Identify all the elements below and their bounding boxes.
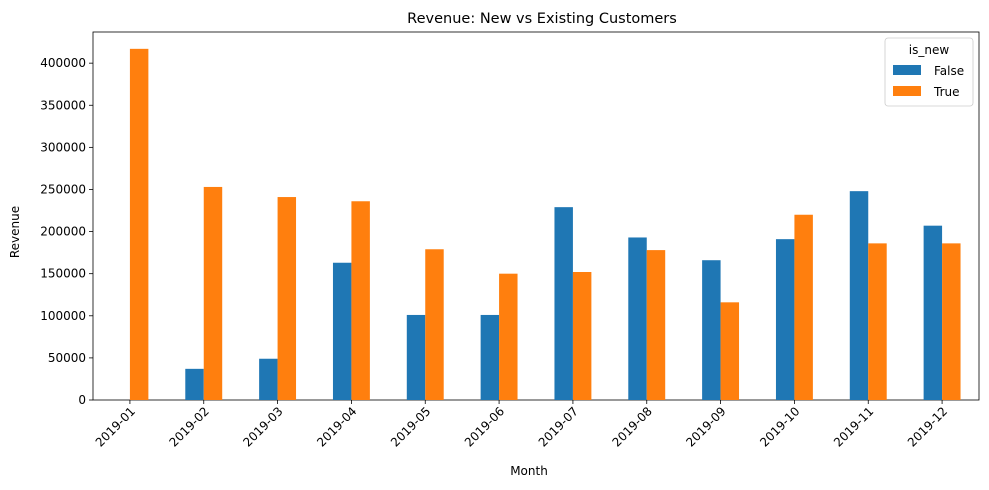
bar-true-2019-07 xyxy=(572,272,592,400)
x-axis-label: Month xyxy=(510,464,548,478)
bar-false-2019-12 xyxy=(923,225,943,400)
x-tick-label: 2019-08 xyxy=(610,404,655,449)
bar-true-2019-05 xyxy=(425,249,444,400)
y-tick-label: 400000 xyxy=(40,56,86,70)
bar-false-2019-10 xyxy=(775,239,795,400)
y-tick-label: 0 xyxy=(78,393,86,407)
legend-label-true: True xyxy=(933,85,960,99)
y-tick-label: 150000 xyxy=(40,267,86,281)
bar-false-2019-06 xyxy=(480,314,500,400)
bar-false-2019-11 xyxy=(849,191,869,400)
bar-true-2019-01 xyxy=(129,48,149,401)
bar-false-2019-09 xyxy=(702,260,721,400)
plot-area xyxy=(92,31,980,401)
bar-true-2019-04 xyxy=(351,201,370,400)
bar-false-2019-02 xyxy=(185,368,204,400)
x-tick-label: 2019-03 xyxy=(240,404,285,449)
x-axis: 2019-01 2019-02 2019-03 2019-04 2019-05 2019-… xyxy=(93,400,950,450)
chart-title: Revenue: New vs Existing Customers xyxy=(407,11,677,27)
legend-swatch-false xyxy=(893,65,921,75)
legend-label-false: False xyxy=(934,64,964,78)
bar-true-2019-03 xyxy=(277,197,297,400)
bar-true-2019-12 xyxy=(942,243,961,400)
x-tick-label: 2019-06 xyxy=(462,404,507,449)
legend-swatch-true xyxy=(893,86,921,96)
bar-true-2019-10 xyxy=(794,214,813,400)
bar-true-2019-06 xyxy=(499,273,518,400)
x-tick-label: 2019-01 xyxy=(93,404,138,449)
y-tick-label: 200000 xyxy=(40,225,86,239)
legend: is_new False True xyxy=(884,37,974,107)
bar-true-2019-09 xyxy=(720,302,740,400)
bar-false-2019-07 xyxy=(554,207,573,400)
x-tick-label: 2019-05 xyxy=(388,404,433,449)
x-tick-label: 2019-11 xyxy=(831,404,876,449)
y-tick-label: 50000 xyxy=(48,351,86,365)
bar-false-2019-03 xyxy=(259,358,278,400)
x-tick-label: 2019-04 xyxy=(314,404,359,449)
bar-false-2019-04 xyxy=(332,262,352,400)
x-tick-label: 2019-10 xyxy=(757,404,802,449)
y-axis-label: Revenue xyxy=(8,206,22,258)
x-tick-label: 2019-12 xyxy=(905,404,950,449)
y-tick-label: 350000 xyxy=(40,98,86,112)
y-tick-label: 300000 xyxy=(40,140,86,154)
bar-false-2019-05 xyxy=(406,314,426,400)
x-tick-label: 2019-07 xyxy=(536,404,581,449)
x-tick-label: 2019-02 xyxy=(167,404,212,449)
y-tick-label: 100000 xyxy=(40,309,86,323)
bar-true-2019-08 xyxy=(646,250,666,400)
x-tick-label: 2019-09 xyxy=(683,404,728,449)
bar-true-2019-02 xyxy=(203,186,223,400)
bar-true-2019-11 xyxy=(868,243,887,400)
bar-false-2019-08 xyxy=(628,237,647,400)
y-axis: 0 50000 100000 150000 200000 250000 300000 3500… xyxy=(40,56,93,407)
legend-title: is_new xyxy=(909,43,950,57)
bars-group xyxy=(129,48,961,401)
y-tick-label: 250000 xyxy=(40,182,86,196)
